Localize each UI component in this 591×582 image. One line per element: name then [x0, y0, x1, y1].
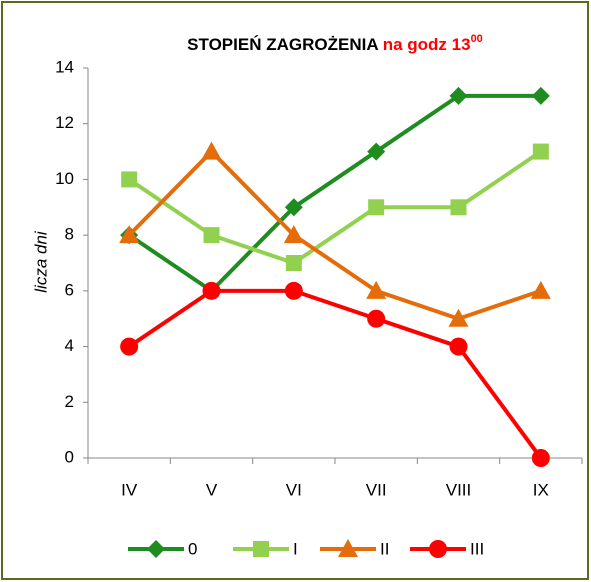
marker [203, 227, 220, 244]
y-tick-label: 6 [65, 280, 74, 299]
marker [449, 86, 468, 105]
x-tick-label: VIII [446, 480, 472, 499]
marker [530, 280, 551, 299]
legend-label: III [470, 539, 484, 558]
y-tick-label: 12 [55, 113, 74, 132]
marker [448, 308, 469, 327]
marker [284, 198, 303, 217]
y-tick-label: 0 [65, 447, 74, 466]
marker [120, 337, 139, 356]
marker [119, 225, 140, 244]
marker [367, 309, 386, 328]
series-line [128, 93, 541, 293]
x-tick-label: VII [366, 480, 387, 499]
marker [253, 541, 269, 557]
marker [366, 280, 387, 299]
marker [121, 171, 138, 188]
series-line [127, 149, 542, 321]
marker [283, 225, 304, 244]
x-tick-label: IV [121, 480, 138, 499]
marker [284, 281, 303, 300]
marker [202, 281, 221, 300]
y-tick-label: 14 [55, 57, 74, 76]
y-tick-label: 4 [65, 336, 74, 355]
marker [429, 540, 447, 558]
marker [450, 199, 467, 216]
legend-label: II [380, 539, 389, 558]
marker [201, 141, 222, 160]
marker [367, 142, 386, 161]
y-tick-label: 2 [65, 392, 74, 411]
marker [449, 337, 468, 356]
marker [532, 143, 549, 160]
marker [338, 539, 358, 557]
marker [285, 255, 302, 271]
title-main: STOPIEŃ ZAGROŻENIA [187, 35, 378, 54]
chart-title: STOPIEŃ ZAGROŻENIA na godz 1300 [187, 33, 483, 55]
legend-label: I [293, 539, 298, 558]
y-tick-label: 10 [55, 169, 74, 188]
series-line [128, 288, 543, 460]
x-tick-label: VI [286, 480, 302, 499]
legend-label: 0 [188, 539, 197, 558]
marker [531, 86, 550, 105]
marker [368, 199, 385, 216]
x-tick-label: IX [533, 480, 549, 499]
y-axis-label: licza dni [31, 230, 50, 293]
y-tick-label: 8 [65, 225, 74, 244]
x-tick-label: V [206, 480, 218, 499]
marker [531, 449, 550, 467]
title-superscript: 00 [471, 33, 483, 45]
title-suffix: na godz 13 [383, 35, 471, 54]
series-line [128, 149, 542, 265]
marker [147, 540, 165, 558]
